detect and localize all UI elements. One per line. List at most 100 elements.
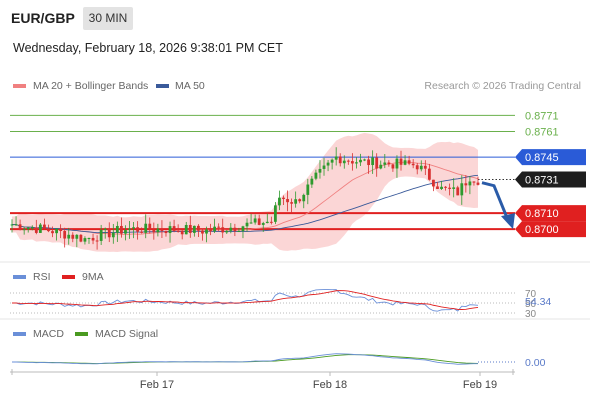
candle <box>83 236 87 245</box>
candle <box>180 229 184 240</box>
candles <box>10 147 480 250</box>
macd-line <box>11 353 479 365</box>
candle <box>448 183 452 196</box>
candle <box>367 155 370 174</box>
candle <box>213 218 217 233</box>
macd-legend-swatch <box>13 332 26 336</box>
candle <box>79 234 83 243</box>
macd-legend-label: MACD <box>33 328 64 340</box>
candle <box>452 178 456 198</box>
x-tick-label: Feb 19 <box>463 379 497 391</box>
panel-borders <box>0 261 590 373</box>
candle <box>245 218 249 232</box>
candle <box>124 225 127 241</box>
rsi-tick-70: 70 <box>525 289 537 300</box>
candle <box>314 169 318 181</box>
candle <box>399 150 403 171</box>
candle <box>379 160 383 170</box>
macd-signal-line <box>11 354 479 364</box>
candle <box>407 155 411 166</box>
candle <box>387 160 391 167</box>
candle <box>338 153 342 167</box>
research-credit: Research © 2026 Trading Central <box>424 80 581 92</box>
candle <box>290 198 293 213</box>
candle <box>355 157 358 169</box>
candle <box>91 233 95 245</box>
rsi-legend-label: RSI <box>33 271 51 283</box>
level-label-0.8700: 0.8700 <box>525 224 559 236</box>
candle <box>237 227 241 233</box>
rsi-tick-30: 30 <box>525 309 537 320</box>
candle <box>172 219 176 233</box>
candle <box>444 185 447 191</box>
symbol-title: EUR/GBP <box>11 10 75 26</box>
candle <box>87 237 91 244</box>
candle <box>423 160 427 176</box>
ma50-legend-swatch <box>156 84 169 88</box>
candle <box>261 221 265 232</box>
price-levels <box>10 114 515 231</box>
candle <box>427 163 431 181</box>
candle <box>217 223 221 232</box>
candle <box>371 150 375 174</box>
candle <box>103 227 107 239</box>
candle <box>286 190 289 212</box>
candle <box>225 230 229 235</box>
candle <box>51 226 54 238</box>
ma50-legend-label: MA 50 <box>175 80 205 92</box>
candle <box>128 221 131 239</box>
candle <box>253 214 257 225</box>
candle <box>201 228 204 241</box>
candle <box>282 195 285 206</box>
candle <box>14 216 18 226</box>
candle <box>115 221 119 242</box>
candle <box>99 224 103 245</box>
candle <box>269 216 273 225</box>
macd-panel: 0.00 <box>11 353 546 369</box>
candle <box>334 147 338 166</box>
candle <box>136 221 140 240</box>
candle <box>265 213 269 224</box>
candle <box>95 235 99 250</box>
candle <box>468 176 472 195</box>
level-tag-0.8710 <box>515 205 586 222</box>
candle <box>75 234 79 248</box>
candle <box>111 223 115 244</box>
timeframe-button[interactable]: 30 MIN <box>83 7 133 30</box>
candle <box>63 227 67 248</box>
candle <box>192 225 196 237</box>
candle <box>346 159 350 165</box>
candle <box>197 224 200 238</box>
current-price-tag <box>515 171 586 188</box>
candle <box>359 153 362 166</box>
candle <box>55 228 58 241</box>
candle <box>302 193 306 209</box>
x-axis: Feb 17 Feb 18 Feb 19 <box>11 369 514 391</box>
candle <box>375 153 379 177</box>
candle <box>257 214 261 226</box>
candle <box>436 182 439 190</box>
candle <box>476 176 480 186</box>
candle <box>395 155 399 178</box>
candle <box>164 230 168 237</box>
candle <box>156 223 160 237</box>
candle <box>391 163 395 172</box>
candle <box>47 224 50 233</box>
candle <box>160 220 164 239</box>
candle <box>30 225 34 231</box>
level-tag-0.8745 <box>515 149 586 166</box>
forecast-arrow <box>481 181 515 230</box>
candle <box>298 198 302 204</box>
candle <box>176 224 180 233</box>
candle <box>363 158 366 162</box>
x-tick-label: Feb 18 <box>313 379 347 391</box>
candle <box>330 158 334 170</box>
ma20-legend-label: MA 20 + Bollinger Bands <box>33 80 149 92</box>
candle <box>205 226 208 243</box>
candle <box>120 217 123 238</box>
candle <box>294 191 298 208</box>
candle <box>306 178 310 205</box>
candle <box>310 176 314 188</box>
